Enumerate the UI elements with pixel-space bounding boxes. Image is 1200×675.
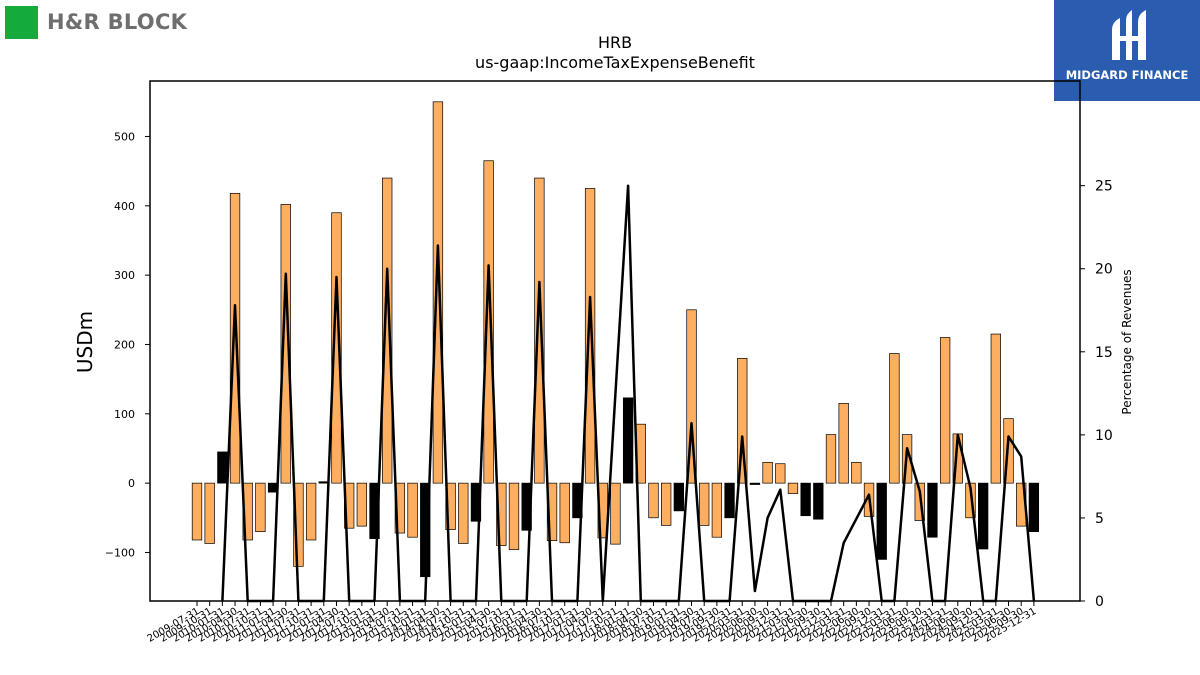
bar-33: [610, 482, 621, 545]
y2-tick-label-0: 0: [1095, 594, 1104, 610]
bar-51: [838, 403, 849, 484]
bar-40: [699, 482, 710, 526]
bar-15: [382, 177, 393, 484]
bar-36: [648, 482, 659, 519]
bar-39: [686, 309, 697, 484]
bar-44: [749, 482, 761, 485]
y-axis-label: USDm: [73, 311, 97, 373]
bar-0: [191, 482, 203, 541]
midgard-emblem-icon: [1112, 10, 1146, 60]
bar-3: [229, 192, 241, 484]
bar-38: [673, 482, 684, 512]
bar-20: [445, 482, 456, 530]
y2-tick-label-5: 25: [1095, 179, 1113, 195]
chart-subtitle: us-gaap:IncomeTaxExpenseBenefit: [475, 53, 755, 72]
y-tick-label-4: 300: [114, 269, 135, 282]
hr-block-logo-square-icon: [5, 5, 38, 39]
y-tick-label-5: 400: [114, 200, 135, 213]
bar-59: [939, 337, 951, 484]
bar-49: [813, 482, 824, 520]
bar-37: [661, 482, 672, 526]
bar-14: [369, 482, 380, 539]
y-tick-label-0: −100: [105, 546, 135, 559]
bar-45: [762, 461, 773, 484]
bar-47: [787, 482, 799, 494]
bar-31: [584, 188, 596, 484]
bar-29: [559, 482, 570, 544]
bar-24: [496, 482, 507, 546]
bar-16: [394, 482, 406, 534]
bar-5: [255, 482, 266, 533]
bar-34: [622, 397, 634, 484]
hr-block-logo: H&R BLOCK: [5, 5, 187, 39]
bar-23: [483, 160, 494, 484]
bar-9: [305, 482, 317, 541]
bar-48: [800, 482, 811, 517]
y-tick-label-2: 100: [114, 408, 135, 421]
bar-43: [737, 357, 748, 484]
bar-42: [724, 482, 735, 519]
midgard-finance-logo: MIDGARD FINANCE: [1054, 0, 1200, 101]
y2-tick-label-4: 20: [1095, 262, 1113, 278]
bar-55: [889, 353, 900, 484]
bar-58: [927, 482, 938, 538]
midgard-finance-logo-text: MIDGARD FINANCE: [1065, 68, 1189, 82]
bar-25: [508, 482, 520, 551]
bar-52: [851, 461, 862, 484]
y-tick-label-6: 500: [114, 130, 135, 143]
bar-50: [825, 434, 837, 484]
y2-tick-label-1: 5: [1095, 511, 1104, 527]
bar-46: [775, 463, 786, 484]
bar-7: [280, 204, 291, 484]
hr-block-logo-text: H&R BLOCK: [47, 10, 188, 34]
bar-27: [534, 177, 545, 484]
bar-17: [407, 482, 418, 538]
percentage-of-revenues-line: [221, 184, 1036, 603]
bar-63: [990, 333, 1001, 484]
bar-19: [432, 101, 444, 484]
bar-54: [876, 482, 887, 560]
bar-41: [711, 482, 723, 538]
bar-10: [318, 481, 329, 484]
y-tick-label-3: 200: [114, 338, 135, 351]
y2-tick-label-2: 10: [1095, 428, 1113, 444]
bar-13: [356, 482, 367, 527]
y-tick-label-1: 0: [128, 477, 135, 490]
chart-title: HRB: [598, 33, 632, 52]
bar-8: [293, 482, 304, 567]
bar-62: [978, 482, 989, 550]
y2-tick-label-3: 15: [1095, 345, 1113, 361]
bar-66: [1028, 482, 1040, 533]
bar-11: [331, 212, 342, 484]
bar-1: [204, 482, 215, 544]
bar-21: [458, 482, 469, 544]
bar-2: [217, 451, 228, 484]
y2-axis-label: Percentage of Revenues: [1120, 269, 1134, 414]
